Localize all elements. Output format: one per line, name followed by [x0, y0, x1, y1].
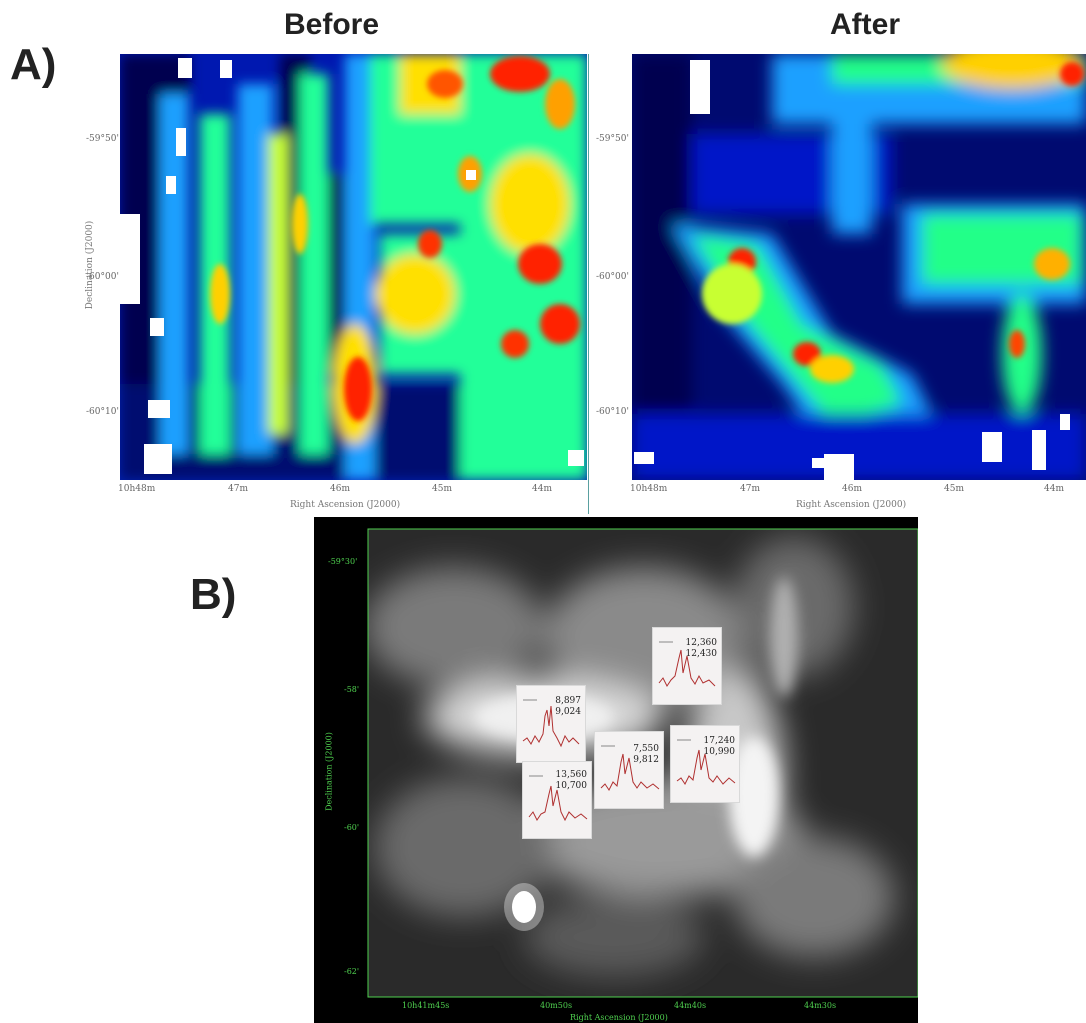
panel-b-label: B) — [190, 570, 237, 619]
inset-5-value-2: 10,990 — [703, 747, 736, 757]
after-dec-tick-1: -59°50' — [596, 134, 629, 144]
inset-2-value-2: 12,430 — [685, 649, 718, 659]
b-dec-tick-4: -62' — [344, 967, 360, 976]
after-dec-tick-2: -60°00' — [596, 272, 629, 282]
before-ra-tick-2: 47m — [228, 484, 248, 494]
b-dec-tick-3: -60' — [344, 823, 360, 832]
inset-4-value-2: 10,700 — [555, 781, 588, 791]
after-ra-tick-1: 10h48m — [630, 484, 668, 494]
before-ra-tick-3: 46m — [330, 484, 350, 494]
before-map — [120, 54, 587, 480]
b-ra-label: Right Ascension (J2000) — [570, 1013, 668, 1022]
inset-4-value-1: 13,560 — [555, 770, 588, 780]
inset-3-value-2: 9,812 — [633, 755, 659, 765]
after-map — [632, 54, 1086, 480]
b-ra-tick-2: 40m50s — [540, 1001, 573, 1010]
after-ra-label: Right Ascension (J2000) — [796, 500, 907, 510]
before-dec-tick-3: -60°10' — [86, 407, 119, 417]
inset-5-value-1: 17,240 — [703, 736, 736, 746]
before-dec-label: Declination (J2000) — [85, 220, 95, 310]
spectrum-inset-1: 8,897 9,024 — [516, 685, 586, 763]
spectrum-inset-3: 7,550 9,812 — [594, 731, 664, 809]
after-ra-tick-4: 45m — [944, 484, 964, 494]
b-dec-label: Declination (J2000) — [324, 732, 334, 811]
inset-2-value-1: 12,360 — [685, 638, 718, 648]
before-ra-tick-1: 10h48m — [118, 484, 156, 494]
spectrum-inset-4: 13,560 10,700 — [522, 761, 592, 839]
spectrum-inset-2: 12,360 12,430 — [652, 627, 722, 705]
after-title: After — [830, 8, 901, 41]
before-ra-label: Right Ascension (J2000) — [290, 500, 401, 510]
inset-1-value-1: 8,897 — [555, 696, 581, 706]
inset-3-value-1: 7,550 — [633, 744, 659, 754]
after-ra-tick-5: 44m — [1044, 484, 1064, 494]
before-dec-tick-1: -59°50' — [86, 134, 119, 144]
panels-divider — [588, 54, 589, 514]
spectrum-inset-5: 17,240 10,990 — [670, 725, 740, 803]
b-ra-tick-4: 44m30s — [804, 1001, 837, 1010]
after-ra-tick-3: 46m — [842, 484, 862, 494]
after-ra-tick-2: 47m — [740, 484, 760, 494]
before-ra-tick-4: 45m — [432, 484, 452, 494]
b-ra-tick-3: 44m40s — [674, 1001, 707, 1010]
b-dec-tick-1: -59°30' — [328, 557, 358, 566]
b-ra-tick-1: 10h41m45s — [402, 1001, 450, 1010]
panel-b-frame: 8,897 9,024 12,360 12,430 7,550 9,812 13… — [314, 517, 918, 1023]
b-dec-tick-2: -58' — [344, 685, 360, 694]
panel-a-label: A) — [10, 40, 57, 89]
before-ra-tick-5: 44m — [532, 484, 552, 494]
before-title: Before — [284, 8, 380, 41]
before-dec-tick-2: -60°00' — [86, 272, 119, 282]
after-dec-tick-3: -60°10' — [596, 407, 629, 417]
inset-1-value-2: 9,024 — [555, 707, 581, 717]
